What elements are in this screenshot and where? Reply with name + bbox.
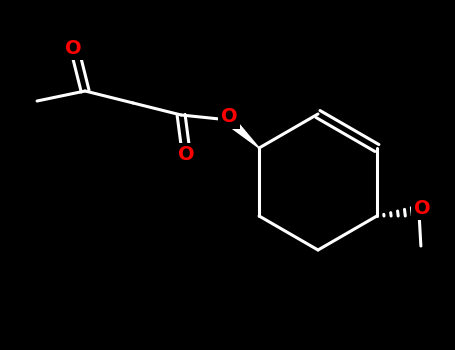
Text: O: O	[178, 146, 194, 164]
Text: O: O	[414, 198, 430, 217]
Text: O: O	[65, 38, 81, 57]
Text: O: O	[221, 107, 238, 126]
Polygon shape	[226, 116, 259, 148]
